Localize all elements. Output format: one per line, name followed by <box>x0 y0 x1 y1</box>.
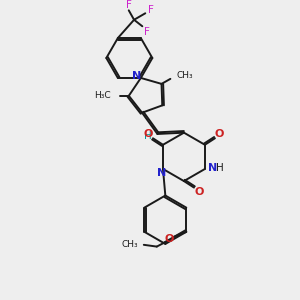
Text: N: N <box>208 163 217 173</box>
Text: H₃C: H₃C <box>94 91 111 100</box>
Text: F: F <box>144 27 150 37</box>
Text: O: O <box>164 234 174 244</box>
Text: H: H <box>144 131 152 141</box>
Text: N: N <box>157 167 166 178</box>
Text: O: O <box>143 129 153 139</box>
Text: H: H <box>216 163 224 173</box>
Text: CH₃: CH₃ <box>176 71 193 80</box>
Text: F: F <box>126 0 132 10</box>
Text: O: O <box>215 129 224 139</box>
Text: CH₃: CH₃ <box>121 240 138 249</box>
Text: F: F <box>148 5 154 15</box>
Text: N: N <box>132 71 141 82</box>
Text: O: O <box>194 187 203 197</box>
